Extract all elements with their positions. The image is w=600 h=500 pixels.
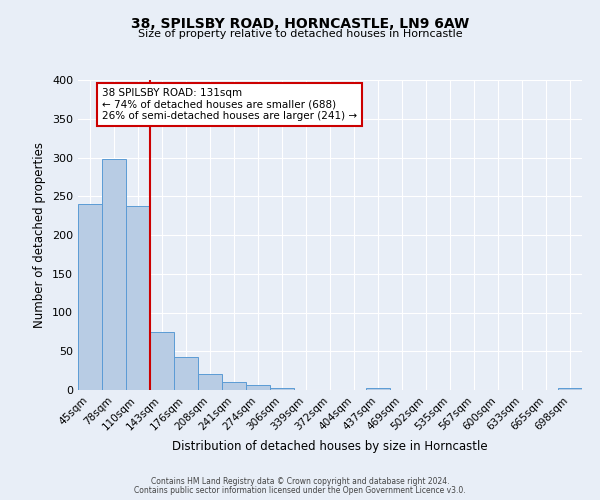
Y-axis label: Number of detached properties: Number of detached properties bbox=[34, 142, 46, 328]
Bar bbox=[126, 206, 150, 390]
Bar bbox=[198, 374, 222, 390]
Bar bbox=[270, 388, 294, 390]
Text: 38 SPILSBY ROAD: 131sqm
← 74% of detached houses are smaller (688)
26% of semi-d: 38 SPILSBY ROAD: 131sqm ← 74% of detache… bbox=[102, 88, 357, 121]
Bar bbox=[150, 332, 174, 390]
Text: Contains public sector information licensed under the Open Government Licence v3: Contains public sector information licen… bbox=[134, 486, 466, 495]
Bar bbox=[102, 159, 126, 390]
Text: Size of property relative to detached houses in Horncastle: Size of property relative to detached ho… bbox=[137, 29, 463, 39]
Bar bbox=[174, 356, 198, 390]
Bar bbox=[366, 388, 390, 390]
Bar bbox=[558, 388, 582, 390]
Bar bbox=[222, 382, 246, 390]
Text: 38, SPILSBY ROAD, HORNCASTLE, LN9 6AW: 38, SPILSBY ROAD, HORNCASTLE, LN9 6AW bbox=[131, 18, 469, 32]
X-axis label: Distribution of detached houses by size in Horncastle: Distribution of detached houses by size … bbox=[172, 440, 488, 453]
Bar bbox=[78, 204, 102, 390]
Bar bbox=[246, 386, 270, 390]
Text: Contains HM Land Registry data © Crown copyright and database right 2024.: Contains HM Land Registry data © Crown c… bbox=[151, 477, 449, 486]
